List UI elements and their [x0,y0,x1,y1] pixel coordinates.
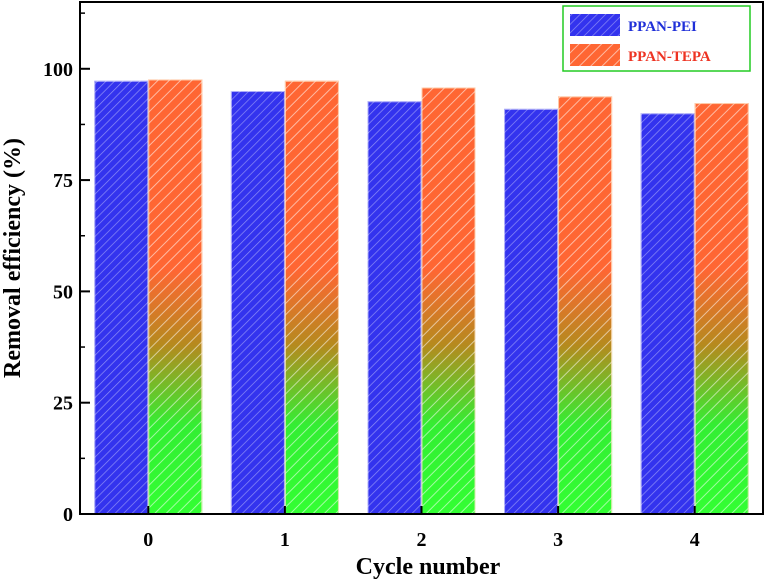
legend-swatch-ppan-pei-hatch [570,14,620,36]
bar-hatch-ppan-tepa-0 [148,79,203,514]
bar-hatch-ppan-pei-1 [230,91,285,514]
bar-hatch-ppan-tepa-1 [284,80,339,515]
bar-hatch-ppan-tepa-2 [421,87,476,514]
y-tick-label-100: 100 [43,59,73,81]
bars-group [94,79,749,515]
x-tick-label-2: 2 [417,529,427,551]
legend-label-ppan-tepa: PPAN-TEPA [628,49,711,65]
x-tick-label-1: 1 [280,529,290,551]
legend-label-ppan-pei: PPAN-PEI [628,19,697,35]
y-axis-title: Removal efficiency (%) [0,138,26,378]
x-axis-title: Cycle number [356,554,501,580]
y-tick-label-75: 75 [53,170,73,192]
bar-hatch-ppan-tepa-4 [694,103,749,515]
y-tick-label-0: 0 [63,504,73,526]
x-axis: 0 1 2 3 4 [143,506,700,551]
bar-hatch-ppan-pei-2 [367,101,422,514]
y-tick-label-25: 25 [53,393,73,415]
x-tick-label-4: 4 [690,529,700,551]
legend-swatch-ppan-tepa-hatch [570,44,620,66]
x-tick-label-0: 0 [143,529,153,551]
bar-hatch-ppan-pei-4 [640,113,695,514]
bar-hatch-ppan-tepa-3 [558,96,613,515]
x-tick-label-3: 3 [553,529,563,551]
bar-hatch-ppan-pei-0 [94,80,149,515]
bar-hatch-ppan-pei-3 [504,108,559,514]
y-tick-label-50: 50 [53,281,73,303]
y-axis: 0 25 50 75 100 [43,12,90,526]
legend: PPAN-PEI PPAN-TEPA [562,5,751,72]
